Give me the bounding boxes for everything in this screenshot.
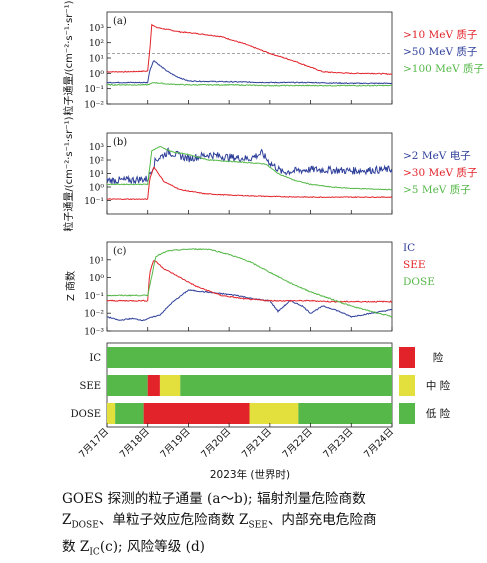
legend-swatch bbox=[399, 403, 415, 424]
y-tick-label: 10⁰ bbox=[89, 274, 104, 284]
y-tick-label: 10² bbox=[89, 39, 104, 49]
heatmap-cell bbox=[107, 375, 148, 396]
x-tick-label: 7月24日 bbox=[362, 426, 396, 460]
y-tick-label: 10³ bbox=[89, 143, 104, 153]
series-line bbox=[106, 259, 393, 303]
legend-entry: IC bbox=[403, 242, 415, 254]
legend-entry: SEE bbox=[403, 259, 426, 271]
legend-entry: DOSE bbox=[403, 276, 435, 288]
caption-sub-see: SEE bbox=[248, 520, 268, 531]
caption-z: Z bbox=[62, 512, 72, 528]
caption-sub-dose: DOSE bbox=[71, 520, 99, 531]
legend-entry: >30 MeV 质子 bbox=[403, 167, 477, 179]
heatmap-row-label: IC bbox=[89, 353, 101, 364]
panel-a: 10³ 10² 10¹ 10⁰ 10⁻¹ 10⁻² (a) 粒子通量/(cm⁻²·s⁻¹·sr… bbox=[62, 0, 484, 115]
x-tick-label: 7月17日 bbox=[77, 426, 111, 460]
caption-line3b: (c); 风险等级 (d) bbox=[99, 538, 205, 555]
y-tick-label: 10⁻¹ bbox=[84, 85, 104, 95]
caption-mid2: 、内部充电危险商 bbox=[267, 512, 377, 528]
series-line bbox=[106, 147, 393, 185]
legend-entry: >2 MeV 电子 bbox=[403, 149, 471, 162]
series-line bbox=[106, 81, 393, 87]
heatmap-cell bbox=[147, 375, 160, 396]
caption-mid1: 、单粒子效应危险商数 Z bbox=[98, 512, 249, 528]
series-line bbox=[106, 60, 393, 85]
y-axis-title: Z 商数 bbox=[64, 271, 77, 301]
legend-swatch bbox=[399, 375, 415, 396]
y-tick-label: 10¹ bbox=[89, 256, 104, 266]
legend-entry: >5 MeV 质子 bbox=[403, 184, 471, 196]
caption-sub-ic: IC bbox=[89, 547, 100, 558]
legend-label: 中 险 bbox=[426, 379, 451, 392]
heatmap-cell bbox=[180, 375, 392, 396]
heatmap-cell bbox=[115, 403, 144, 424]
series-line bbox=[106, 146, 393, 191]
caption-line-1: GOES 探测的粒子通量 (a～b); 辐射剂量危险商数 bbox=[62, 491, 366, 507]
heatmap-cell bbox=[249, 403, 299, 424]
panel-label: (a) bbox=[113, 16, 127, 27]
y-tick-label: 10⁻¹ bbox=[84, 292, 104, 302]
y-tick-label: 10¹ bbox=[89, 170, 104, 180]
panel-b: 10³ 10² 10¹ 10⁰ 10⁻¹ (b) 粒子通量/(cm⁻²·s⁻¹·sr⁻¹) >… bbox=[62, 116, 477, 231]
legend-label: 低 险 bbox=[426, 407, 451, 420]
caption-line-3: 数 ZIC(c); 风险等级 (d) bbox=[62, 537, 482, 563]
y-tick-label: 10⁻² bbox=[84, 310, 104, 320]
y-axis-title: 粒子通量/(cm⁻²·s⁻¹·sr⁻¹) bbox=[62, 0, 75, 115]
y-tick-label: 10² bbox=[89, 157, 104, 167]
caption-line-2: ZDOSE、单粒子效应危险商数 ZSEE、内部充电危险商 bbox=[62, 510, 482, 537]
y-tick-label: 10⁰ bbox=[89, 70, 104, 80]
x-tick-label: 7月23日 bbox=[321, 426, 355, 460]
series-line bbox=[106, 23, 393, 75]
series-line bbox=[106, 166, 393, 201]
y-tick-label: 10⁻¹ bbox=[84, 197, 104, 207]
panel-c: 10¹ 10⁰ 10⁻¹ 10⁻² 10⁻³ (c) Z 商数 IC SEE DOSE bbox=[64, 241, 435, 338]
caption-line3a: 数 Z bbox=[62, 538, 90, 555]
heatmap-cell bbox=[107, 347, 392, 368]
legend-entry: >50 MeV 质子 bbox=[403, 46, 477, 58]
heatmap-row-label: SEE bbox=[80, 381, 101, 392]
series-line bbox=[106, 248, 393, 318]
heatmap-cell bbox=[298, 403, 392, 424]
y-tick-label: 10⁻² bbox=[84, 101, 104, 111]
legend-swatch bbox=[399, 347, 415, 368]
x-tick-label: 7月20日 bbox=[199, 426, 233, 460]
heatmap-cell bbox=[107, 403, 116, 424]
figure-caption: GOES 探测的粒子通量 (a～b); 辐射剂量危险商数 ZDOSE、单粒子效应… bbox=[62, 489, 482, 563]
y-tick-label: 10⁻³ bbox=[84, 328, 104, 338]
y-axis-title: 粒子通量/(cm⁻²·s⁻¹·sr⁻¹) bbox=[62, 116, 75, 231]
legend-entry: >100 MeV 质子 bbox=[403, 63, 484, 75]
heatmap-cell bbox=[143, 403, 250, 424]
heatmap-row-label: DOSE bbox=[71, 409, 101, 420]
legend-label: 险 bbox=[433, 351, 444, 364]
panel-label: (c) bbox=[113, 246, 127, 257]
x-tick-label: 7月22日 bbox=[281, 426, 315, 460]
y-tick-label: 10¹ bbox=[89, 55, 104, 65]
x-tick-label: 7月19日 bbox=[159, 426, 193, 460]
x-tick-label: 7月21日 bbox=[240, 426, 274, 460]
plot-frame bbox=[106, 11, 393, 105]
y-tick-label: 10⁰ bbox=[89, 184, 104, 194]
legend-entry: >10 MeV 质子 bbox=[403, 29, 477, 41]
series-line bbox=[106, 289, 393, 322]
plot-frame bbox=[106, 241, 393, 332]
figure-canvas: 10³ 10² 10¹ 10⁰ 10⁻¹ 10⁻² (a) 粒子通量/(cm⁻²·s⁻¹·sr… bbox=[62, 0, 484, 481]
heatmap-cell bbox=[159, 375, 181, 396]
x-tick-label: 7月18日 bbox=[118, 426, 152, 460]
panel-label: (b) bbox=[113, 137, 127, 148]
x-axis-title: 2023年 (世界时) bbox=[210, 468, 290, 481]
x-axis: 7月17日 7月18日 7月19日 7月20日 7月21日 7月22日 7月23日 7月24日 bbox=[77, 426, 396, 460]
y-tick-label: 10³ bbox=[89, 24, 104, 34]
